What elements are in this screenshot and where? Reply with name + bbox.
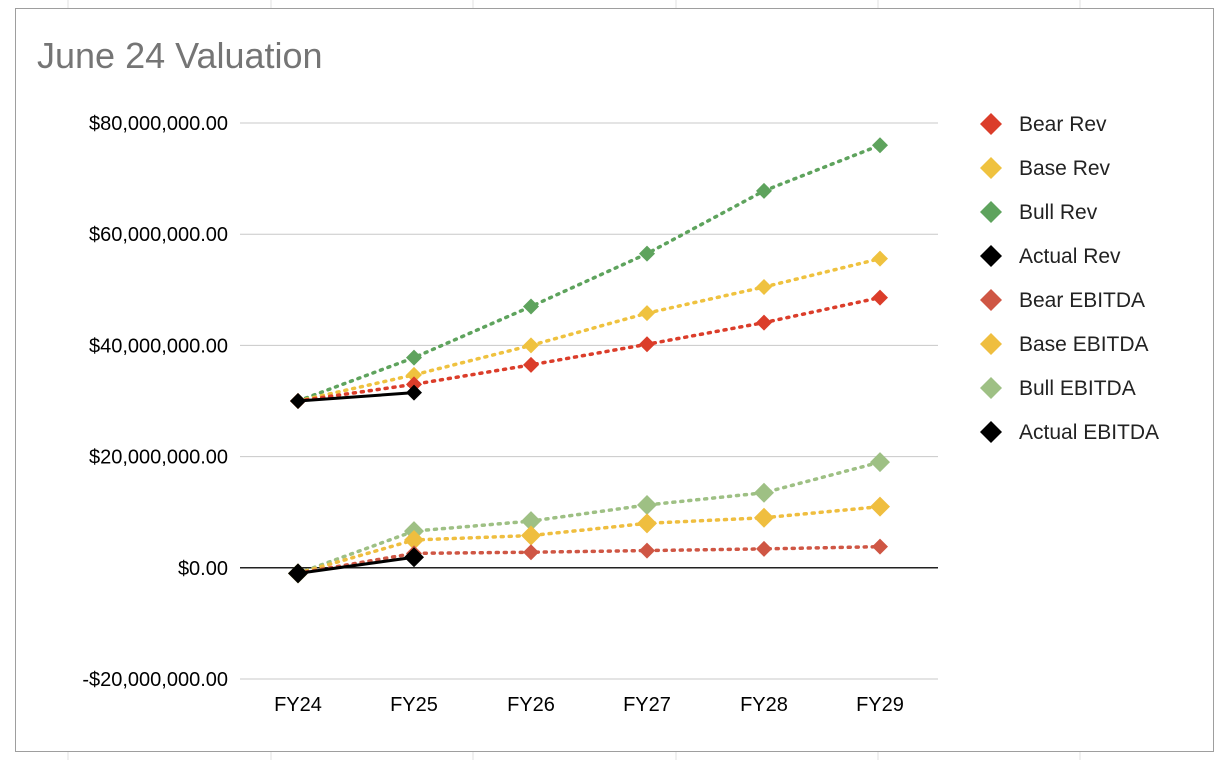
legend-item-actual-ebitda[interactable]: Actual EBITDA	[980, 421, 1159, 444]
point-bear-rev-fy25[interactable]	[406, 376, 422, 393]
legend-item-bull-ebitda[interactable]: Bull EBITDA	[980, 377, 1136, 400]
point-bear-ebitda-fy28[interactable]	[756, 540, 772, 557]
point-bull-ebitda-fy27[interactable]	[637, 494, 657, 515]
legend-marker-base-ebitda	[980, 333, 1002, 355]
legend-marker-actual-ebitda	[980, 421, 1002, 443]
legend-marker-bear-rev	[980, 113, 1002, 135]
series-line-base-rev	[296, 256, 882, 403]
x-tick-label-fy26: FY26	[507, 694, 555, 716]
series-base-ebitda[interactable]	[288, 496, 890, 584]
series-line-bull-ebitda	[296, 460, 882, 576]
y-tick-label-4: $0.00	[178, 558, 228, 580]
point-actual-ebitda-fy24[interactable]	[288, 563, 308, 584]
x-tick-label-fy29: FY29	[856, 694, 904, 716]
series-line-bear-rev	[296, 295, 882, 403]
y-tick-label-1: $60,000,000.00	[89, 224, 228, 246]
legend-label-base-ebitda: Base EBITDA	[1019, 333, 1149, 356]
point-base-rev-fy27[interactable]	[639, 305, 655, 322]
series-line-bull-rev	[296, 143, 882, 403]
legend-label-bear-ebitda: Bear EBITDA	[1019, 289, 1145, 312]
legend-item-actual-rev[interactable]: Actual Rev	[980, 245, 1121, 268]
legend-item-base-rev[interactable]: Base Rev	[980, 157, 1111, 180]
y-tick-label-0: $80,000,000.00	[89, 113, 228, 135]
series-line-bear-ebitda	[296, 544, 882, 576]
x-tick-label-fy28: FY28	[740, 694, 788, 716]
series-bear-rev[interactable]	[290, 289, 888, 409]
point-bull-rev-fy26[interactable]	[523, 298, 539, 315]
point-base-ebitda-fy29[interactable]	[870, 496, 890, 517]
point-base-rev-fy28[interactable]	[756, 279, 772, 296]
legend-item-bull-rev[interactable]: Bull Rev	[980, 201, 1098, 224]
legend-marker-actual-rev	[980, 245, 1002, 267]
series-line-base-ebitda	[296, 504, 882, 576]
point-base-ebitda-fy27[interactable]	[637, 513, 657, 534]
chart-frame[interactable]	[15, 8, 1214, 752]
point-base-ebitda-fy28[interactable]	[754, 507, 774, 528]
y-tick-label-5: -$20,000,000.00	[82, 669, 228, 691]
chart-title: June 24 Valuation	[37, 35, 323, 76]
legend-marker-bear-ebitda	[980, 289, 1002, 311]
legend-marker-base-rev	[980, 157, 1002, 179]
point-bear-rev-fy27[interactable]	[639, 336, 655, 353]
point-bull-ebitda-fy26[interactable]	[521, 511, 541, 532]
point-base-ebitda-fy25[interactable]	[404, 530, 424, 550]
y-tick-label-3: $20,000,000.00	[89, 447, 228, 469]
point-bull-rev-fy29[interactable]	[872, 137, 888, 154]
x-axis-ticks: FY24 FY25 FY26 FY27 FY28 FY29	[274, 694, 904, 716]
point-bull-rev-fy27[interactable]	[639, 245, 655, 262]
legend: Bear Rev Base Rev Bull Rev Actual Rev Bear E…	[980, 113, 1159, 444]
point-bear-rev-fy26[interactable]	[523, 356, 539, 373]
y-axis-ticks: $80,000,000.00 $60,000,000.00 $40,000,000.…	[82, 113, 228, 691]
legend-label-actual-ebitda: Actual EBITDA	[1019, 421, 1159, 444]
point-bull-ebitda-fy29[interactable]	[870, 452, 890, 473]
legend-marker-bull-rev	[980, 201, 1002, 223]
y-tick-label-2: $40,000,000.00	[89, 335, 228, 357]
x-tick-label-fy24: FY24	[274, 694, 322, 716]
legend-marker-bull-ebitda	[980, 377, 1002, 399]
legend-label-bull-ebitda: Bull EBITDA	[1019, 377, 1136, 400]
point-bear-rev-fy28[interactable]	[756, 314, 772, 331]
point-actual-rev-fy24[interactable]	[290, 393, 306, 409]
point-base-rev-fy29[interactable]	[872, 250, 888, 267]
point-base-ebitda-fy26[interactable]	[521, 525, 541, 546]
series-actual-rev[interactable]	[290, 384, 422, 409]
point-bear-rev-fy29[interactable]	[872, 289, 888, 306]
legend-label-actual-rev: Actual Rev	[1019, 245, 1121, 268]
x-tick-label-fy27: FY27	[623, 694, 671, 716]
point-bull-rev-fy28[interactable]	[756, 182, 772, 199]
series-actual-ebitda[interactable]	[288, 547, 424, 584]
point-bear-ebitda-fy29[interactable]	[872, 538, 888, 555]
legend-label-base-rev: Base Rev	[1019, 157, 1111, 180]
point-actual-rev-fy25[interactable]	[406, 384, 422, 401]
legend-label-bear-rev: Bear Rev	[1019, 113, 1107, 136]
series-line-actual-rev	[297, 391, 415, 403]
x-tick-label-fy25: FY25	[390, 694, 438, 716]
series-base-rev[interactable]	[290, 250, 888, 409]
point-bull-ebitda-fy28[interactable]	[754, 482, 774, 503]
point-bear-ebitda-fy27[interactable]	[639, 542, 655, 559]
legend-label-bull-rev: Bull Rev	[1019, 201, 1098, 224]
point-base-rev-fy25[interactable]	[406, 366, 422, 383]
series-bear-ebitda[interactable]	[290, 538, 888, 582]
point-bear-ebitda-fy26[interactable]	[523, 544, 539, 561]
point-actual-ebitda-fy25[interactable]	[404, 547, 424, 568]
point-bull-rev-fy25[interactable]	[406, 349, 422, 366]
point-base-rev-fy26[interactable]	[523, 337, 539, 354]
legend-item-bear-rev[interactable]: Bear Rev	[980, 113, 1107, 136]
series-line-actual-ebitda	[297, 555, 415, 575]
legend-item-bear-ebitda[interactable]: Bear EBITDA	[980, 289, 1145, 312]
series-bull-rev[interactable]	[290, 137, 888, 409]
gridlines	[240, 122, 938, 680]
legend-item-base-ebitda[interactable]: Base EBITDA	[980, 333, 1149, 356]
series-lines	[288, 137, 890, 584]
